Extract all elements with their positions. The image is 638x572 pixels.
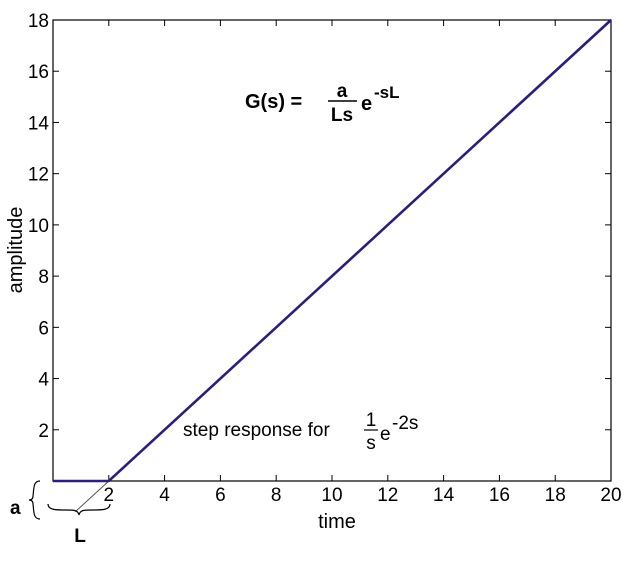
a-brace [28, 480, 41, 520]
svg-text:e: e [361, 93, 372, 115]
svg-text:step response for: step response for [183, 420, 330, 441]
x-tick-label-12: 12 [377, 485, 398, 506]
x-tick-label-2: 2 [104, 485, 115, 506]
svg-text:G(s) =: G(s) = [245, 91, 302, 113]
y-tick-label-10: 10 [28, 216, 49, 237]
y-tick-label-6: 6 [38, 318, 49, 339]
y-tick-label-14: 14 [28, 113, 50, 134]
x-tick-label-14: 14 [433, 485, 455, 506]
y-tick-label-8: 8 [38, 267, 49, 288]
y-tick-label-16: 16 [28, 62, 49, 83]
svg-text:s: s [366, 433, 376, 454]
x-tick-label-10: 10 [321, 485, 342, 506]
x-tick-label-6: 6 [215, 485, 226, 506]
x-axis-ticks: 2 4 6 8 10 12 14 16 18 20 [104, 20, 622, 506]
y-tick-label-12: 12 [28, 165, 49, 186]
y-tick-label-18: 18 [28, 11, 49, 32]
svg-text:-2s: -2s [392, 413, 418, 434]
L-brace [47, 503, 111, 516]
y-axis-ticks: 2 4 6 8 10 12 14 16 18 [28, 11, 611, 442]
y-tick-label-4: 4 [38, 370, 49, 391]
series-line-step-response [53, 19, 612, 483]
formula-annotation: G(s) = a Ls e -sL [245, 81, 400, 126]
x-tick-label-4: 4 [159, 485, 170, 506]
svg-text:-sL: -sL [374, 83, 400, 102]
x-tick-label-20: 20 [600, 485, 621, 506]
svg-text:L: L [74, 526, 86, 547]
svg-text:a: a [10, 498, 21, 519]
svg-text:1: 1 [366, 410, 377, 431]
a-marker: a [10, 480, 41, 520]
svg-text:e: e [380, 424, 391, 445]
x-axis-title: time [318, 511, 356, 533]
svg-text:Ls: Ls [331, 105, 353, 126]
x-tick-label-8: 8 [271, 485, 282, 506]
L-marker: L [47, 503, 111, 547]
y-axis-title: amplitude [5, 207, 27, 294]
x-tick-label-18: 18 [545, 485, 566, 506]
plot-frame [52, 19, 612, 482]
y-tick-label-2: 2 [38, 421, 49, 442]
x-tick-label-16: 16 [489, 485, 510, 506]
svg-text:a: a [337, 81, 348, 102]
caption-annotation: step response for 1 s e -2s [183, 410, 418, 454]
tangent-line [74, 480, 110, 513]
